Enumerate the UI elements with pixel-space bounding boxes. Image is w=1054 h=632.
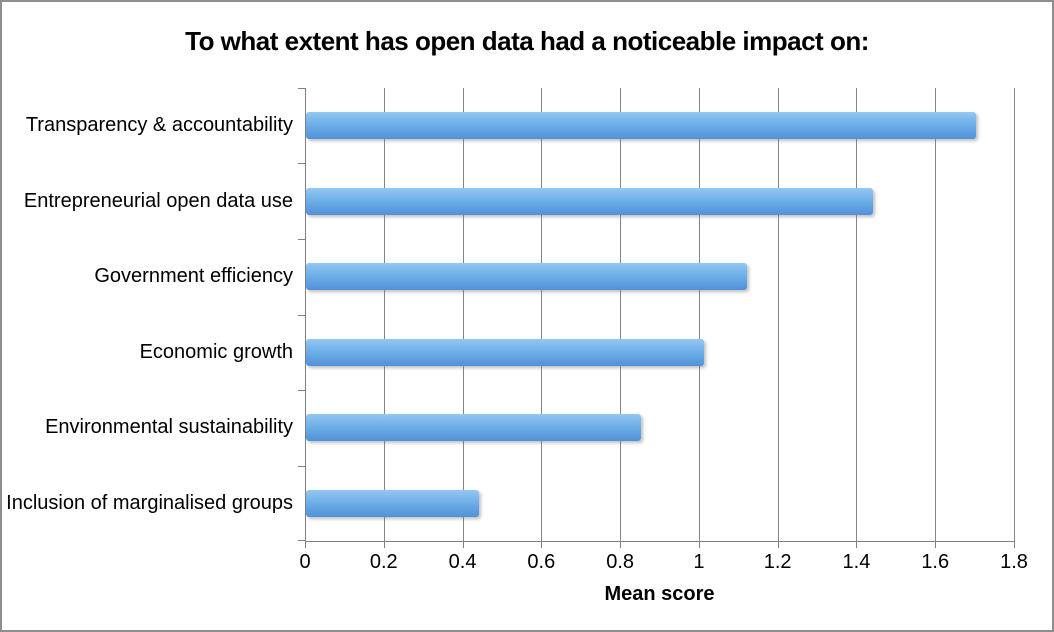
gridline — [1014, 88, 1015, 541]
category-label-text: Transparency & accountability — [25, 114, 293, 137]
x-axis-tick — [541, 541, 543, 548]
y-axis-tick — [298, 389, 306, 391]
category-label: Transparency & accountability — [2, 88, 293, 164]
category-label-text: Inclusion of marginalised groups — [6, 491, 293, 514]
x-tick-label: 0.4 — [448, 551, 477, 573]
gridline — [698, 88, 700, 541]
gridline — [541, 88, 543, 541]
bar — [306, 263, 748, 291]
y-axis-tick — [298, 163, 306, 165]
x-axis-tick — [698, 541, 700, 548]
category-label-text: Environmental sustainability — [45, 416, 293, 439]
x-axis-tick — [856, 541, 858, 548]
plot-area — [298, 88, 1015, 548]
category-label-text: Economic growth — [139, 340, 293, 363]
y-axis-tick — [298, 88, 306, 89]
y-axis-tick — [298, 238, 306, 240]
bar — [306, 187, 874, 215]
gridline — [777, 88, 779, 541]
x-tick-label: 1.8 — [1000, 551, 1028, 573]
gridline — [620, 88, 622, 541]
y-axis-tick — [298, 540, 306, 541]
y-axis-tick — [298, 465, 306, 467]
category-label: Government efficiency — [2, 239, 293, 315]
bar — [306, 489, 480, 517]
x-tick-labels: 0 0.2 0.4 0.6 0.8 1 1.2 1.4 1.6 1.8 — [299, 551, 1027, 577]
category-axis-labels: Transparency & accountability Entrepreneu… — [2, 88, 293, 541]
x-tick-label: 1.4 — [842, 551, 871, 573]
x-axis-tick — [1014, 541, 1015, 548]
x-tick-label: 0 — [299, 551, 311, 573]
x-tick-label: 0.2 — [369, 551, 398, 573]
category-label: Environmental sustainability — [2, 390, 293, 466]
x-tick-label: 1.6 — [921, 551, 950, 573]
x-axis-label: Mean score — [604, 583, 715, 605]
category-label: Inclusion of marginalised groups — [2, 466, 293, 542]
x-tick-label: 1.2 — [763, 551, 792, 573]
x-axis-tick — [462, 541, 464, 548]
x-tick-label: 0.6 — [527, 551, 556, 573]
chart-title: To what extent has open data had a notic… — [185, 26, 869, 56]
bar — [306, 338, 704, 366]
x-axis-tick — [777, 541, 779, 548]
x-tick-label: 1 — [693, 551, 705, 573]
gridline — [462, 88, 464, 541]
category-label: Entrepreneurial open data use — [2, 164, 293, 240]
category-label-text: Entrepreneurial open data use — [23, 189, 293, 212]
x-axis-tick — [305, 541, 306, 548]
x-axis-tick — [935, 541, 937, 548]
category-label-text: Government efficiency — [94, 265, 293, 288]
x-axis-tick — [383, 541, 385, 548]
gridline — [383, 88, 385, 541]
x-axis-tick — [620, 541, 622, 548]
x-tick-label: 0.8 — [606, 551, 635, 573]
y-axis-tick — [298, 314, 306, 316]
gridline — [935, 88, 937, 541]
category-label: Economic growth — [2, 315, 293, 391]
bar — [306, 414, 641, 442]
bar — [306, 112, 976, 140]
gridline — [856, 88, 858, 541]
